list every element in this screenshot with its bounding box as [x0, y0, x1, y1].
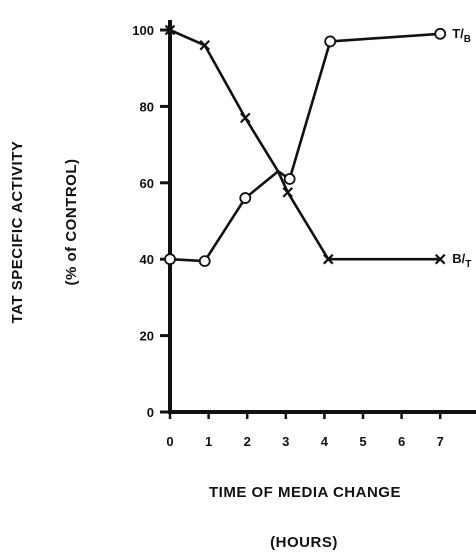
y-tick-label: 100	[132, 23, 154, 38]
x-axis-units: (HOURS)	[270, 534, 338, 551]
y-axis-title: TAT SPECIFIC ACTIVITY	[9, 141, 26, 324]
x-ticks: 0 1 2 3 4 5 6 7	[166, 412, 443, 449]
x-tick-label: 3	[282, 434, 289, 449]
series-circles: T/B	[165, 26, 471, 266]
x-tick-label: 0	[166, 434, 173, 449]
data-point	[325, 36, 335, 46]
x-tick-label: 7	[437, 434, 444, 449]
y-ticks: 0 20 40 60 80 100	[132, 23, 171, 420]
y-tick-label: 40	[140, 252, 154, 267]
x-tick-label: 2	[244, 434, 251, 449]
y-tick-label: 60	[140, 176, 154, 191]
y-axis-units: (% of CONTROL)	[63, 159, 80, 286]
data-point	[435, 29, 445, 39]
x-tick-label: 4	[321, 434, 329, 449]
series-line	[170, 30, 440, 259]
data-point	[240, 193, 250, 203]
x-tick-label: 5	[359, 434, 366, 449]
data-point	[165, 254, 175, 264]
y-tick-label: 80	[140, 99, 154, 114]
data-point	[285, 174, 295, 184]
y-tick-label: 0	[147, 405, 154, 420]
y-tick-label: 20	[140, 329, 154, 344]
data-point	[283, 188, 292, 197]
x-tick-label: 6	[398, 434, 405, 449]
series-crosses: B/T	[166, 26, 472, 271]
series-label: B/T	[452, 251, 471, 270]
x-axis-title: TIME OF MEDIA CHANGE	[209, 484, 401, 501]
data-point	[241, 113, 250, 122]
series-label: T/B	[452, 26, 471, 45]
series-line	[170, 34, 440, 261]
series-layer: T/B B/T	[165, 26, 471, 271]
data-point	[200, 256, 210, 266]
x-tick-label: 1	[205, 434, 212, 449]
